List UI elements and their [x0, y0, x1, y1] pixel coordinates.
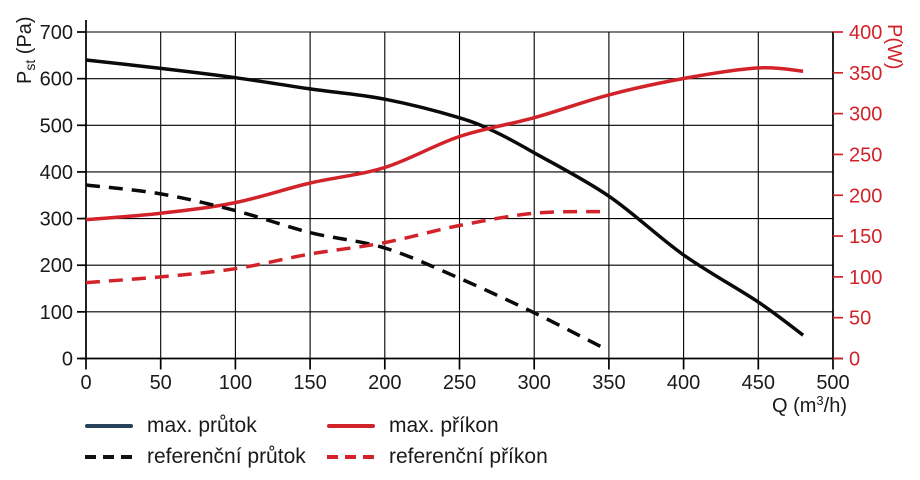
x-tick-label: 150	[293, 372, 326, 394]
x-tick-label: 450	[742, 372, 775, 394]
y-right-ticks: 0 50 100 150 200 250 300 350 400	[833, 22, 882, 371]
y-left-tick-label: 0	[62, 349, 73, 371]
y-right-tick-label: 300	[849, 104, 882, 126]
y-left-axis-label: Pst (Pa)	[14, 16, 38, 84]
y-right-tick-label: 0	[849, 349, 860, 371]
y-left-tick-label: 400	[40, 162, 73, 184]
y-left-tick-label: 100	[40, 302, 73, 324]
x-tick-label: 250	[443, 372, 476, 394]
y-right-axis-label: P(W)	[883, 24, 905, 70]
x-tick-label: 50	[150, 372, 172, 394]
x-tick-label: 400	[667, 372, 700, 394]
y-right-tick-label: 350	[849, 63, 882, 85]
y-left-tick-label: 700	[40, 22, 73, 44]
x-axis-label: Q (m3/h)	[772, 393, 847, 417]
x-tick-label: 100	[219, 372, 252, 394]
y-right-tick-label: 100	[849, 267, 882, 289]
y-right-tick-label: 200	[849, 185, 882, 207]
curve-max-p-kon	[85, 65, 804, 222]
y-right-tick-label: 250	[849, 144, 882, 166]
x-tick-label: 300	[518, 372, 551, 394]
x-tick-label: 0	[80, 372, 91, 394]
x-axis-ticks: 0 50 100 150 200 250 300 350 400 450 500	[80, 358, 850, 394]
x-tick-label: 500	[816, 372, 849, 394]
y-left-tick-label: 300	[40, 209, 73, 231]
curve-referen-n-pr-tok	[85, 183, 603, 349]
y-left-tick-label: 200	[40, 255, 73, 277]
y-left-tick-label: 600	[40, 69, 73, 91]
y-right-tick-label: 50	[849, 308, 871, 330]
x-tick-label: 200	[368, 372, 401, 394]
curve-referen-n-p-kon	[85, 209, 602, 285]
grid	[85, 31, 834, 360]
y-left-ticks: 0 100 200 300 400 500 600 700	[40, 22, 86, 371]
curve-max-pr-tok	[85, 58, 805, 337]
y-right-tick-label: 150	[849, 226, 882, 248]
x-tick-label: 350	[592, 372, 625, 394]
y-left-tick-label: 500	[40, 115, 73, 137]
y-right-tick-label: 400	[849, 22, 882, 44]
